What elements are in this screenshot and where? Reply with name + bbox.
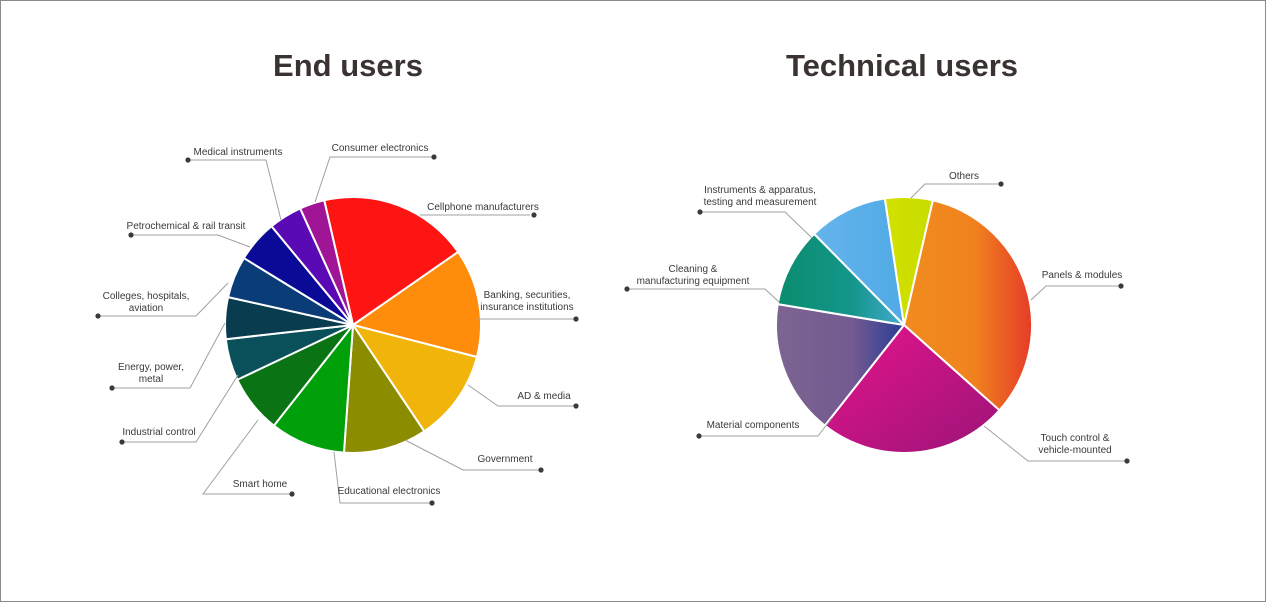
label-text: Material components [707, 420, 800, 431]
label-text: Banking, securities, insurance institutio… [480, 290, 573, 313]
end-users-pie [224, 196, 482, 454]
pie-slice-government [342, 324, 426, 454]
label-text: Instruments & apparatus, testing and meas… [704, 185, 817, 208]
label-material-components: Material components [696, 417, 833, 439]
label-dot [573, 316, 579, 322]
label-industrial-control: Industrial control [119, 374, 239, 445]
end-users-labels: Cellphone manufacturers Banking, securiti… [95, 143, 579, 506]
label-dot [531, 212, 537, 218]
label-petrochemical-rail-transit: Petrochemical & rail transit [127, 221, 251, 248]
label-educational-electronics: Educational electronics [333, 451, 441, 506]
label-text: Government [477, 454, 532, 465]
label-ad-media: AD & media [467, 384, 579, 409]
label-dot [289, 491, 295, 497]
label-dot [431, 154, 437, 160]
label-medical-instruments: Medical instruments [185, 147, 283, 221]
label-dot [119, 439, 125, 445]
label-energy-power-metal: Energy, power, metal [109, 322, 226, 391]
label-dot [538, 467, 544, 473]
label-text: Medical instruments [194, 147, 283, 158]
label-text: Colleges, hospitals, aviation [103, 291, 190, 314]
label-dot [185, 157, 191, 163]
label-dot [998, 181, 1004, 187]
technical-users-title: Technical users [785, 48, 1019, 83]
label-dot [128, 232, 134, 238]
pie-slice-others [883, 196, 934, 326]
label-smart-home: Smart home [202, 419, 295, 497]
label-others: Others [910, 171, 1004, 199]
pie-slice-cleaning-manufacturing-equipment [776, 232, 905, 326]
label-dot [1118, 283, 1124, 289]
label-dot [429, 500, 435, 506]
label-text: Panels & modules [1042, 270, 1123, 281]
label-government: Government [404, 439, 544, 473]
label-touch-control-vehicle-mounted: Touch control & vehicle-mounted [983, 425, 1130, 464]
pie-slice-banking-securities-insurance-institutions [352, 250, 482, 358]
pie-slice-consumer-electronics [299, 199, 354, 326]
end-users-title: End users [273, 48, 423, 83]
label-dot [1124, 458, 1130, 464]
pie-slice-cellphone-manufacturers [323, 196, 460, 326]
label-text: Cleaning & manufacturing equipment [637, 264, 750, 287]
label-text: Industrial control [122, 427, 195, 438]
label-text: Touch control & vehicle-mounted [1038, 433, 1111, 456]
label-text: Smart home [233, 479, 288, 490]
label-cleaning-manufacturing-equipment: Cleaning & manufacturing equipment [624, 264, 780, 303]
label-dot [697, 209, 703, 215]
pie-slice-educational-electronics [272, 324, 354, 454]
pie-slice-panels-modules [903, 199, 1033, 412]
label-cellphone-manufacturers: Cellphone manufacturers [420, 202, 539, 218]
label-instruments-apparatus-testing-and-measurement: Instruments & apparatus, testing and meas… [697, 185, 817, 239]
pie-slice-instruments-apparatus-testing-and-measurement [813, 197, 905, 326]
label-dot [95, 313, 101, 319]
label-dot [573, 403, 579, 409]
label-text: Petrochemical & rail transit [127, 221, 246, 232]
technical-users-labels: Panels & modules Touch control & vehicle-m… [624, 171, 1130, 464]
label-text: Energy, power, metal [118, 362, 184, 385]
label-text: Educational electronics [338, 486, 441, 497]
label-text: Others [949, 171, 979, 182]
label-text: AD & media [517, 391, 571, 402]
label-text: Cellphone manufacturers [427, 202, 539, 213]
pie-slice-ad-media [352, 324, 478, 433]
label-banking-securities-insurance-institutions: Banking, securities, insurance institutio… [478, 290, 579, 322]
technical-users-pie [775, 196, 1033, 454]
label-dot [696, 433, 702, 439]
label-dot [624, 286, 630, 292]
label-consumer-electronics: Consumer electronics [314, 143, 437, 203]
label-text: Consumer electronics [332, 143, 429, 154]
label-colleges-hospitals-aviation: Colleges, hospitals, aviation [95, 282, 229, 319]
pie-slice-touch-control-vehicle-mounted [823, 324, 1001, 454]
label-dot [109, 385, 115, 391]
label-panels-modules: Panels & modules [1030, 270, 1124, 301]
pie-slice-material-components [775, 303, 905, 427]
